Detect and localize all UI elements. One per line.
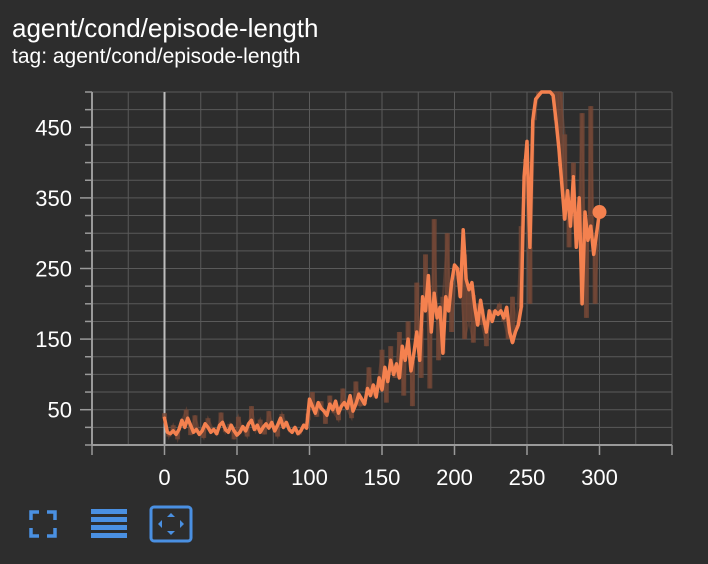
x-tick-label: 50 (225, 465, 249, 490)
x-tick-label: 200 (436, 465, 473, 490)
x-tick-label: 0 (158, 465, 170, 490)
x-tick-label: 150 (364, 465, 401, 490)
x-tick-label: 100 (291, 465, 328, 490)
chart-toolbar (20, 504, 194, 544)
log-scale-icon (91, 509, 127, 538)
y-tick-label: 450 (35, 115, 72, 140)
x-tick-label: 250 (509, 465, 546, 490)
fit-domain-icon (149, 505, 193, 543)
raw-series-line (163, 91, 601, 444)
y-tick-label: 150 (35, 327, 72, 352)
fullscreen-button[interactable] (20, 504, 66, 544)
chart-title: agent/cond/episode-length (12, 13, 319, 43)
y-tick-label: 250 (35, 257, 72, 282)
tick-labels-layer: 50 150 250 350 450 0 50 100 150 200 250 300 (35, 115, 618, 490)
log-scale-button[interactable] (86, 504, 132, 544)
x-tick-label: 300 (581, 465, 618, 490)
y-tick-label: 50 (48, 398, 72, 423)
last-point-marker (592, 205, 607, 220)
y-tick-label: 350 (35, 186, 72, 211)
smoothed-series-layer (162, 90, 607, 437)
chart-tag-subtitle: tag: agent/cond/episode-length (12, 45, 301, 68)
axes-layer (80, 91, 673, 455)
fit-domain-button[interactable] (148, 504, 194, 544)
fullscreen-icon (29, 510, 57, 538)
chart-plot: 50 150 250 350 450 0 50 100 150 200 250 300 (35, 90, 673, 490)
smoothed-series-line (162, 90, 602, 437)
